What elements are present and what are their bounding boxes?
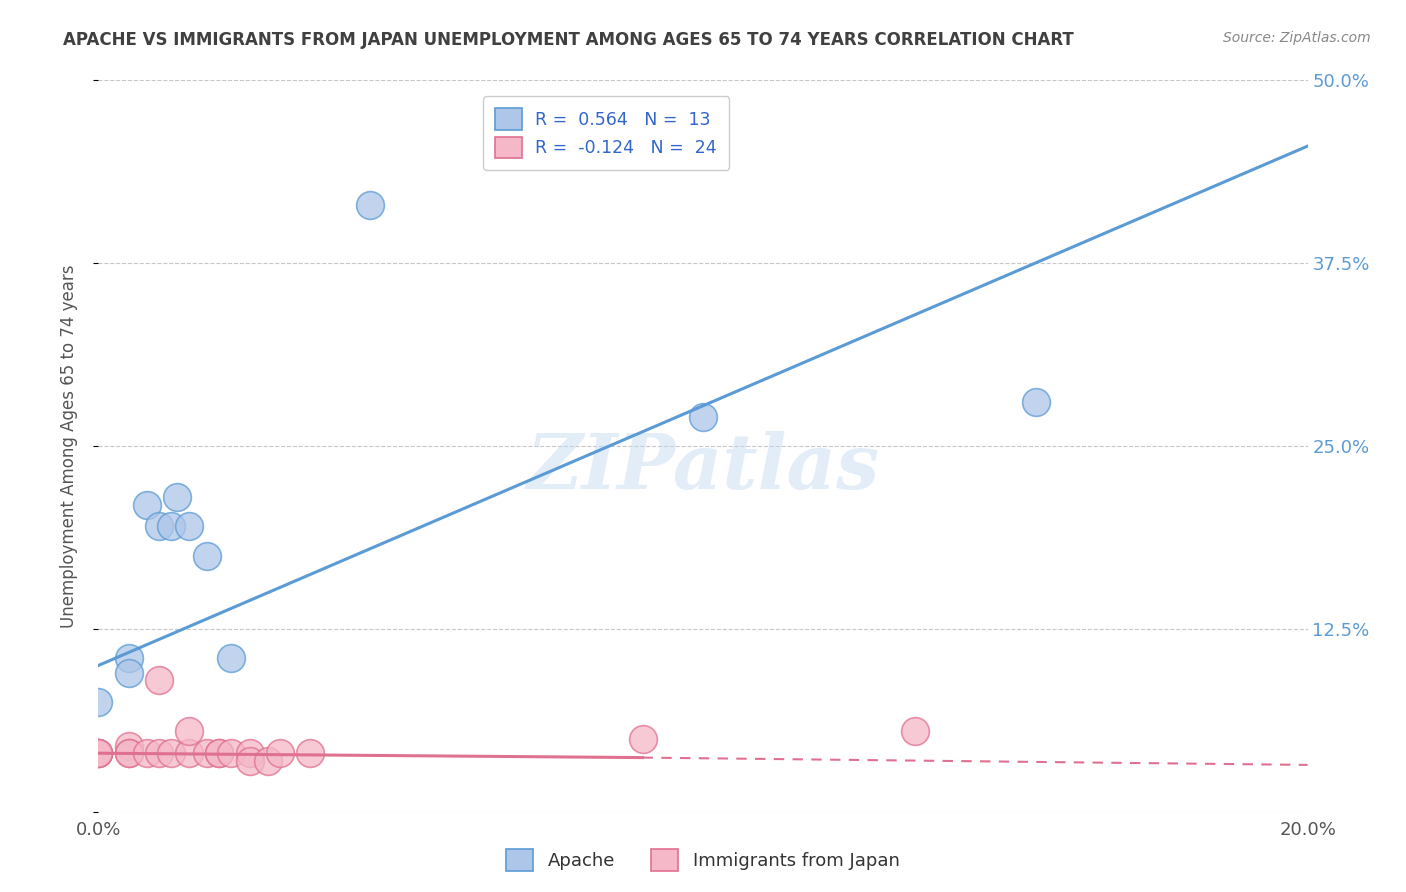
Point bbox=[87, 746, 110, 760]
Point bbox=[256, 754, 278, 768]
Y-axis label: Unemployment Among Ages 65 to 74 years: Unemployment Among Ages 65 to 74 years bbox=[59, 264, 77, 628]
Point bbox=[195, 746, 218, 760]
Point bbox=[160, 519, 183, 533]
Point bbox=[360, 197, 382, 211]
Point bbox=[148, 746, 170, 760]
Point bbox=[118, 651, 141, 665]
Point bbox=[118, 665, 141, 680]
Point bbox=[135, 746, 157, 760]
Point bbox=[692, 409, 714, 424]
Point bbox=[299, 746, 322, 760]
Point bbox=[148, 519, 170, 533]
Point bbox=[87, 746, 110, 760]
Legend: Apache, Immigrants from Japan: Apache, Immigrants from Japan bbox=[499, 842, 907, 879]
Point bbox=[195, 549, 218, 563]
Point bbox=[166, 490, 188, 504]
Point bbox=[631, 731, 654, 746]
Point bbox=[87, 695, 110, 709]
Legend: R =  0.564   N =  13, R =  -0.124   N =  24: R = 0.564 N = 13, R = -0.124 N = 24 bbox=[484, 96, 730, 169]
Point bbox=[160, 746, 183, 760]
Text: APACHE VS IMMIGRANTS FROM JAPAN UNEMPLOYMENT AMONG AGES 65 TO 74 YEARS CORRELATI: APACHE VS IMMIGRANTS FROM JAPAN UNEMPLOY… bbox=[63, 31, 1074, 49]
Text: Source: ZipAtlas.com: Source: ZipAtlas.com bbox=[1223, 31, 1371, 45]
Point bbox=[135, 498, 157, 512]
Point bbox=[221, 651, 243, 665]
Point bbox=[239, 746, 262, 760]
Point bbox=[87, 746, 110, 760]
Point bbox=[1024, 395, 1046, 409]
Point bbox=[904, 724, 927, 739]
Point bbox=[179, 724, 201, 739]
Point bbox=[208, 746, 231, 760]
Point bbox=[148, 673, 170, 687]
Point bbox=[87, 746, 110, 760]
Point bbox=[239, 754, 262, 768]
Point bbox=[269, 746, 291, 760]
Point bbox=[221, 746, 243, 760]
Text: ZIPatlas: ZIPatlas bbox=[526, 431, 880, 505]
Point bbox=[208, 746, 231, 760]
Point bbox=[179, 746, 201, 760]
Point bbox=[118, 746, 141, 760]
Point bbox=[118, 739, 141, 753]
Point bbox=[179, 519, 201, 533]
Point bbox=[118, 746, 141, 760]
